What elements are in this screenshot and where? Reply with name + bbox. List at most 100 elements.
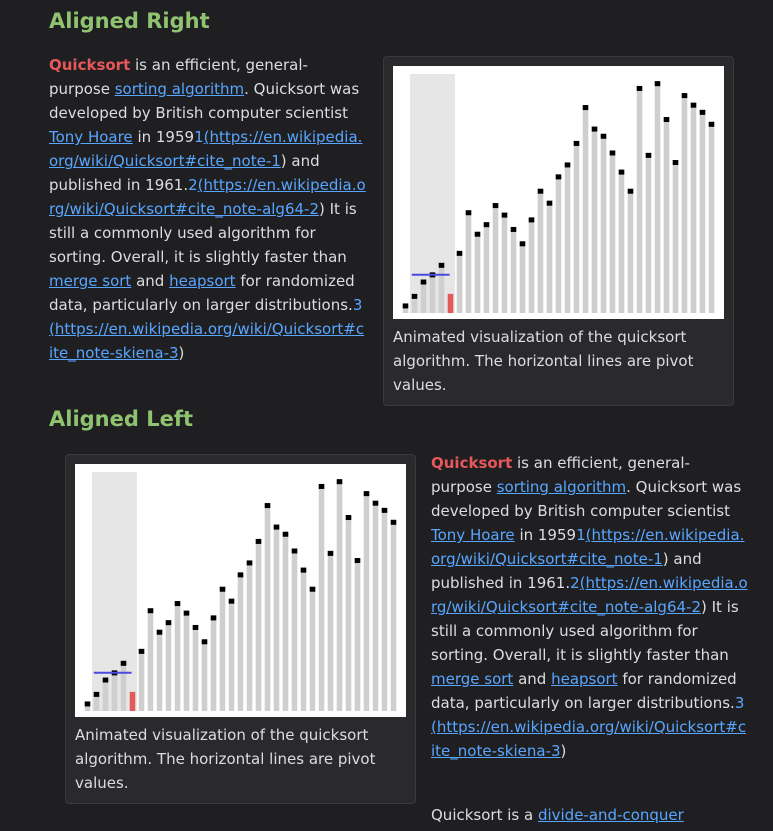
bar	[120, 660, 127, 711]
ref-1-url[interactable]: https://en.wikipedia.org/wiki/Quicksort#…	[49, 128, 363, 170]
bar	[708, 121, 715, 313]
ref-3-number[interactable]: 3	[352, 296, 363, 314]
bar	[600, 133, 607, 313]
text-segment: . Quicksort was developed by British com…	[431, 478, 742, 520]
ref-1-url[interactable]: https://en.wikipedia.org/wiki/Quicksort#…	[431, 526, 745, 568]
bar-marker	[156, 629, 163, 635]
bar-marker	[708, 121, 715, 127]
link-tony-hoare[interactable]: Tony Hoare	[49, 128, 133, 146]
text-segment: is an efficient, general-purpose	[49, 56, 308, 98]
ref-1-open[interactable]: (	[203, 128, 210, 146]
bar	[372, 500, 379, 711]
ref-3-url[interactable]: https://en.wikipedia.org/wiki/Quicksort#…	[431, 718, 747, 760]
bar-marker	[699, 109, 706, 115]
bar-marker	[237, 572, 244, 578]
text-segment: in 1959	[514, 526, 577, 544]
bar	[264, 503, 271, 711]
bar	[645, 152, 652, 313]
bar-marker	[636, 85, 643, 91]
text-segment: for randomized data, particularly on lar…	[431, 670, 737, 712]
bar-marker	[246, 560, 253, 566]
ref-2-open[interactable]: (	[579, 574, 586, 592]
link-heapsort[interactable]: heapsort	[169, 272, 236, 290]
bar-marker	[528, 217, 535, 223]
ref-2-number[interactable]: 2	[570, 574, 580, 592]
ref-2-open[interactable]: (	[197, 176, 204, 194]
bar	[111, 670, 118, 711]
quicksort-visualization	[84, 472, 397, 711]
bar	[465, 210, 472, 313]
bar	[390, 519, 397, 711]
bar-marker	[273, 524, 280, 530]
bar-marker	[474, 231, 481, 237]
bar	[456, 250, 463, 313]
bar	[183, 610, 190, 711]
bar	[699, 109, 706, 313]
ref-2-close: )	[319, 200, 325, 218]
bar-marker	[690, 102, 697, 108]
ref-3-url[interactable]: https://en.wikipedia.org/wiki/Quicksort#…	[49, 320, 365, 362]
bar-marker	[654, 81, 661, 87]
link-merge-sort[interactable]: merge sort	[431, 670, 514, 688]
bar-marker	[420, 279, 427, 285]
ref-2-number[interactable]: 2	[188, 176, 198, 194]
bar	[564, 162, 571, 313]
bar	[147, 608, 154, 711]
link-heapsort[interactable]: heapsort	[551, 670, 618, 688]
link-divide-and-conquer[interactable]: divide-and-conquer	[537, 806, 684, 824]
bar	[627, 188, 634, 313]
term-quicksort: Quicksort	[431, 454, 513, 472]
bar-marker	[663, 117, 670, 123]
bar	[102, 677, 109, 711]
ref-1-close: )	[280, 152, 287, 170]
bar-marker	[174, 601, 181, 607]
ref-1-number[interactable]: 1	[194, 128, 204, 146]
bar	[336, 479, 343, 711]
link-tony-hoare[interactable]: Tony Hoare	[431, 526, 515, 544]
link-sorting-algorithm[interactable]: sorting algorithm	[496, 478, 627, 496]
ref-1-number[interactable]: 1	[576, 526, 586, 544]
bar	[282, 531, 289, 711]
bar	[609, 150, 616, 313]
bar-marker	[381, 507, 388, 513]
bar	[354, 558, 361, 711]
bar-marker	[627, 188, 634, 194]
ref-1-open[interactable]: (	[585, 526, 592, 544]
bar-marker	[354, 558, 361, 564]
text-segment: . Quicksort was developed by British com…	[49, 80, 360, 122]
ref-3-open[interactable]: (	[49, 320, 55, 338]
bar	[492, 203, 499, 313]
bar	[438, 262, 445, 313]
bar-marker	[228, 598, 235, 604]
bar	[192, 624, 199, 711]
ref-2-url[interactable]: https://en.wikipedia.org/wiki/Quicksort#…	[49, 176, 366, 218]
bar-marker	[582, 105, 589, 111]
bar	[210, 615, 217, 711]
ref-3-open[interactable]: (	[431, 718, 437, 736]
bar-marker	[210, 615, 217, 621]
bar	[363, 491, 370, 711]
bar-marker	[591, 126, 598, 132]
bar	[483, 222, 490, 313]
link-merge-sort[interactable]: merge sort	[49, 272, 132, 290]
bar-marker	[165, 620, 172, 626]
link-sorting-algorithm[interactable]: sorting algorithm	[114, 80, 245, 98]
bar	[345, 515, 352, 711]
bar	[582, 105, 589, 313]
bar	[537, 188, 544, 313]
bar-marker	[183, 610, 190, 616]
bar-marker	[201, 639, 208, 645]
bar	[219, 586, 226, 711]
bar-marker	[300, 567, 307, 573]
ref-2-close: )	[701, 598, 707, 616]
bar	[237, 572, 244, 711]
bar	[510, 226, 517, 313]
bar-marker	[336, 479, 343, 485]
ref-2-url[interactable]: https://en.wikipedia.org/wiki/Quicksort#…	[431, 574, 748, 616]
heading-aligned-right: Aligned Right	[49, 9, 210, 33]
bar-marker	[327, 550, 334, 556]
bar-marker	[411, 293, 418, 299]
bar	[681, 93, 688, 314]
bar	[129, 691, 136, 711]
ref-3-number[interactable]: 3	[734, 694, 745, 712]
